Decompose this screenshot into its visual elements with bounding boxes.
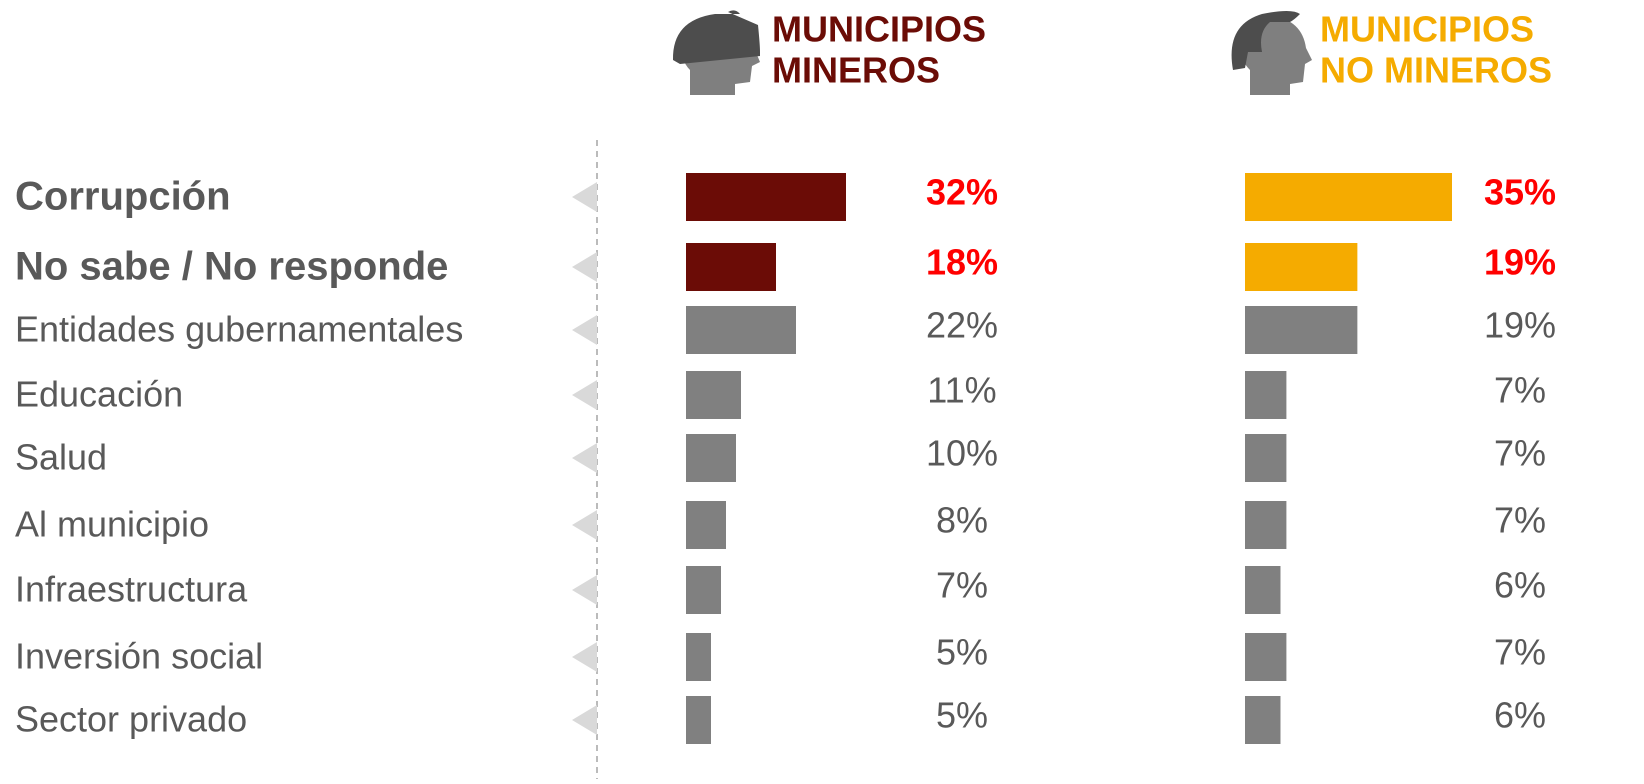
bar [686,501,726,549]
bar [686,371,741,419]
panel-title: NO MINEROS [1320,50,1552,91]
value-label: 10% [926,433,998,474]
value-label: 7% [1494,433,1546,474]
value-label: 6% [1494,565,1546,606]
value-label: 11% [927,370,996,411]
bar [1245,434,1287,482]
value-label: 7% [1494,370,1546,411]
value-label: 5% [936,632,988,673]
row-marker [572,642,597,672]
value-label: 5% [936,695,988,736]
row-marker [572,575,597,605]
row-marker [572,510,597,540]
category-label: Sector privado [15,699,247,740]
bar [686,633,711,681]
bar [1245,696,1281,744]
bar [686,434,736,482]
bar [686,173,846,221]
row-marker [572,443,597,473]
bar [686,243,776,291]
value-label: 35% [1484,172,1556,213]
category-label: Entidades gubernamentales [15,309,463,350]
value-label: 7% [936,565,988,606]
category-label: Al municipio [15,504,209,545]
bar [1245,173,1452,221]
value-label: 8% [936,500,988,541]
row-marker [572,705,597,735]
value-label: 6% [1494,695,1546,736]
bar [1245,566,1281,614]
category-label: Corrupción [15,175,231,219]
value-label: 18% [926,242,998,283]
category-label: Salud [15,437,107,478]
bar [1245,501,1287,549]
bar [686,306,796,354]
row-marker [572,315,597,345]
row-marker [572,182,597,212]
panel-title: MUNICIPIOS [1320,9,1534,50]
bar [686,696,711,744]
value-label: 19% [1484,242,1556,283]
category-label: Infraestructura [15,569,248,610]
row-marker [572,252,597,282]
category-label: No sabe / No responde [15,245,448,289]
value-label: 7% [1494,632,1546,673]
category-label: Educación [15,374,183,415]
bar [1245,633,1287,681]
bar [1245,306,1358,354]
bar [686,566,721,614]
value-label: 22% [926,305,998,346]
bar [1245,371,1287,419]
value-label: 7% [1494,500,1546,541]
value-label: 19% [1484,305,1556,346]
panel-title: MINEROS [772,50,940,91]
value-label: 32% [926,172,998,213]
person-icon [1231,11,1312,95]
panel-title: MUNICIPIOS [772,9,986,50]
bar [1245,243,1358,291]
miner-icon [672,10,760,95]
category-label: Inversión social [15,636,263,677]
row-marker [572,380,597,410]
